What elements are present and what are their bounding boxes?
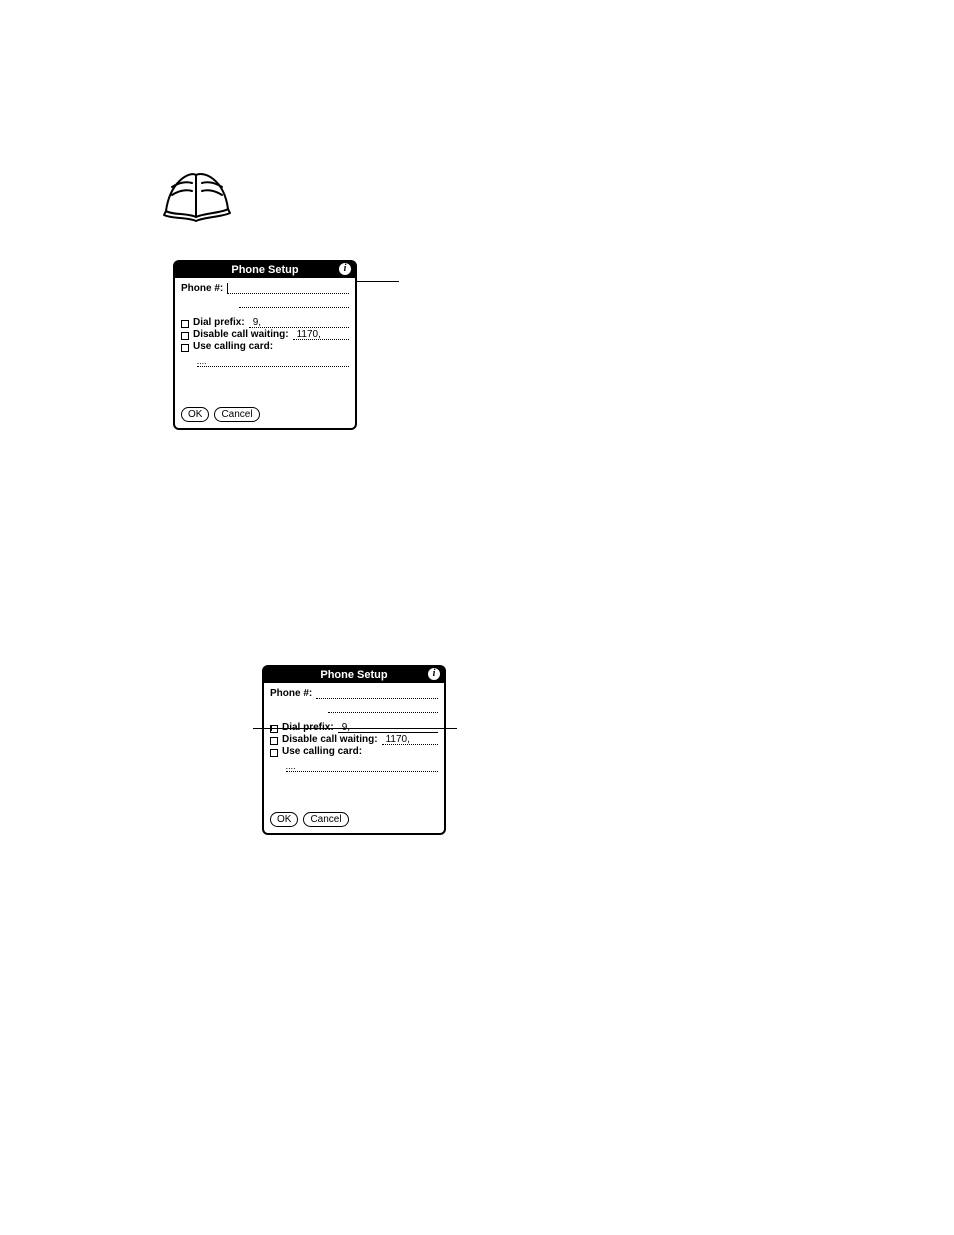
dialog-body: Phone #: Dial prefix: 9, Disable call wa… (264, 683, 444, 778)
phone-setup-dialog-2: Phone Setup i Phone #: Dial prefix: 9, D… (262, 665, 446, 835)
disable-call-waiting-label: Disable call waiting: (282, 734, 378, 745)
phone-number-input[interactable] (316, 688, 438, 699)
phone-number-input-line2[interactable] (239, 297, 349, 308)
page: Phone Setup i Phone #: Dial prefix: 9, D… (0, 0, 954, 1235)
phone-number-label: Phone #: (181, 283, 223, 294)
disable-call-waiting-input[interactable]: 1170, (382, 734, 438, 745)
info-icon[interactable]: i (428, 668, 440, 680)
cancel-button[interactable]: Cancel (303, 812, 348, 827)
dialog-title: Phone Setup (231, 264, 298, 276)
dial-prefix-input[interactable]: 9, (249, 317, 349, 328)
callout-leader-1 (357, 281, 399, 282)
disable-call-waiting-checkbox[interactable] (181, 332, 189, 340)
calling-card-input[interactable]: .... (286, 761, 438, 772)
cancel-button[interactable]: Cancel (214, 407, 259, 422)
dialog-titlebar: Phone Setup i (264, 667, 444, 683)
phone-number-input[interactable] (227, 283, 349, 294)
callout-leader-2 (253, 728, 457, 729)
disable-call-waiting-input[interactable]: 1170, (293, 329, 349, 340)
disable-call-waiting-checkbox[interactable] (270, 737, 278, 745)
disable-call-waiting-label: Disable call waiting: (193, 329, 289, 340)
book-icon (158, 165, 236, 232)
dialog-body: Phone #: Dial prefix: 9, Disable call wa… (175, 278, 355, 373)
dial-prefix-checkbox[interactable] (181, 320, 189, 328)
ok-button[interactable]: OK (181, 407, 209, 422)
info-icon[interactable]: i (339, 263, 351, 275)
use-calling-card-label: Use calling card: (282, 746, 362, 757)
dialog-titlebar: Phone Setup i (175, 262, 355, 278)
phone-number-label: Phone #: (270, 688, 312, 699)
use-calling-card-label: Use calling card: (193, 341, 273, 352)
dialog-button-bar: OK Cancel (181, 407, 260, 422)
dial-prefix-label: Dial prefix: (193, 317, 245, 328)
ok-button[interactable]: OK (270, 812, 298, 827)
phone-number-input-line2[interactable] (328, 702, 438, 713)
calling-card-input[interactable]: .... (197, 356, 349, 367)
callout-tick-2 (271, 725, 272, 731)
phone-setup-dialog-1: Phone Setup i Phone #: Dial prefix: 9, D… (173, 260, 357, 430)
use-calling-card-checkbox[interactable] (181, 344, 189, 352)
dialog-button-bar: OK Cancel (270, 812, 349, 827)
use-calling-card-checkbox[interactable] (270, 749, 278, 757)
dialog-title: Phone Setup (320, 669, 387, 681)
